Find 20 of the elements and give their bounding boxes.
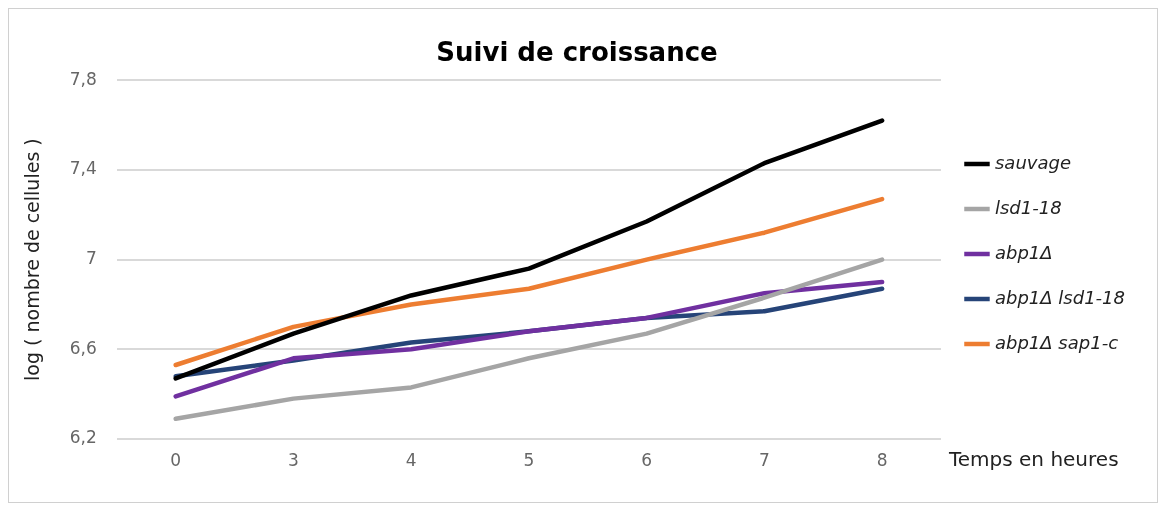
x-axis-title: Temps en heures	[947, 447, 1119, 472]
y-axis-title: log ( nombre de cellules )	[21, 138, 44, 381]
x-tick-label: 5	[523, 449, 535, 470]
y-tick-label: 6,6	[69, 337, 97, 358]
y-tick-label: 7,4	[69, 158, 97, 179]
x-tick-label: 6	[641, 449, 653, 470]
y-tick-label: 7	[86, 248, 97, 269]
y-tick-label: 6,2	[69, 427, 97, 448]
legend-label: abp1Δ sap1-c	[994, 331, 1119, 353]
legend-label: sauvage	[994, 151, 1071, 173]
x-tick-label: 8	[876, 449, 888, 470]
x-tick-label: 7	[758, 449, 770, 470]
legend-label: abp1Δ	[994, 241, 1053, 263]
legend-label: abp1Δ lsd1-18	[994, 286, 1126, 308]
y-tick-label: 7,8	[69, 68, 97, 89]
x-tick-label: 4	[405, 449, 417, 470]
chart-title: Suivi de croissance	[436, 37, 718, 68]
x-tick-label: 3	[288, 449, 299, 470]
x-tick-label: 0	[170, 449, 182, 470]
legend-label: lsd1-18	[994, 196, 1062, 218]
